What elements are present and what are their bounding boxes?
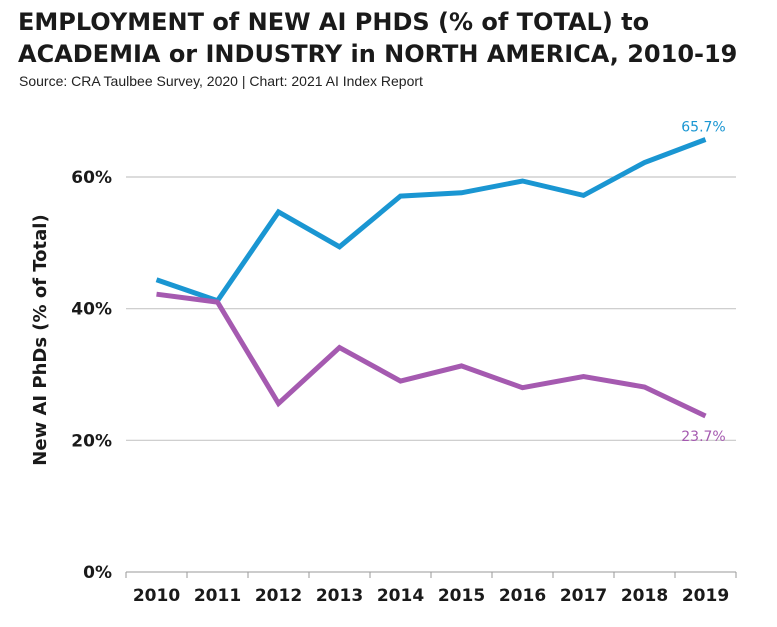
chart-title: EMPLOYMENT of NEW AI PHDS (% of TOTAL) t… bbox=[18, 6, 758, 70]
chart-title-line-1: EMPLOYMENT of NEW AI PHDS (% of TOTAL) t… bbox=[18, 8, 650, 36]
x-tick-label-2013: 2013 bbox=[316, 586, 363, 606]
series-line-1 bbox=[155, 137, 707, 304]
chart-title-line-2: ACADEMIA or INDUSTRY in NORTH AMERICA, 2… bbox=[18, 40, 738, 68]
x-tick-label-2014: 2014 bbox=[377, 586, 424, 606]
series-line-2 bbox=[156, 291, 707, 419]
x-tick-label-2017: 2017 bbox=[560, 586, 607, 606]
grid-lines bbox=[126, 176, 736, 441]
y-tick-label-40: 40% bbox=[71, 300, 112, 320]
y-axis-label: New AI PhDs (% of Total) bbox=[30, 214, 51, 465]
x-tick-label-2018: 2018 bbox=[621, 586, 668, 606]
x-tick-label-2011: 2011 bbox=[194, 586, 241, 606]
x-axis: 2010 2011 2012 2013 2014 2015 2016 2017 2018 2019 bbox=[125, 571, 737, 606]
end-value-label-1: 65.7% bbox=[681, 119, 725, 135]
y-tick-label-0: 0% bbox=[83, 563, 112, 583]
series-lines bbox=[155, 137, 707, 419]
x-tick-label-2016: 2016 bbox=[499, 586, 546, 606]
chart-subtitle: Source: CRA Taulbee Survey, 2020 | Chart… bbox=[19, 73, 423, 89]
x-tick-label-2019: 2019 bbox=[682, 586, 729, 606]
y-tick-label-60: 60% bbox=[71, 168, 112, 188]
x-tick-label-2010: 2010 bbox=[133, 586, 180, 606]
data-labels: 65.7% 23.7% bbox=[681, 119, 725, 445]
end-value-label-2: 23.7% bbox=[681, 429, 725, 445]
y-axis-ticks: 0% 20% 40% 60% bbox=[71, 168, 112, 583]
x-tick-label-2012: 2012 bbox=[255, 586, 302, 606]
y-tick-label-20: 20% bbox=[71, 431, 112, 451]
x-tick-label-2015: 2015 bbox=[438, 586, 485, 606]
